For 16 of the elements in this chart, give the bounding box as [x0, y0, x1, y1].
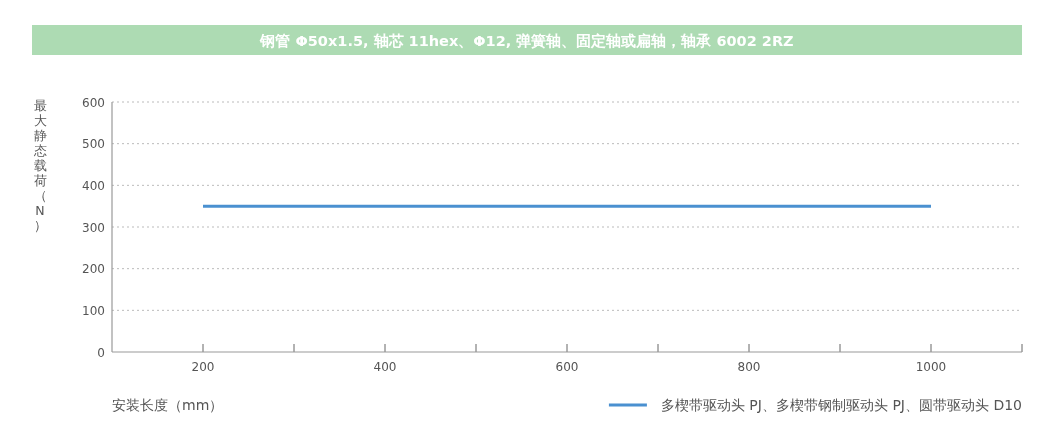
y-tick-label: 400	[82, 178, 105, 193]
x-tick-label: 200	[191, 360, 215, 374]
legend-label: 多楔带驱动头 PJ、多楔带钢制驱动头 PJ、圆带驱动头 D10	[660, 396, 1022, 413]
y-tick-label: 600	[82, 95, 105, 110]
x-tick-label: 1000	[915, 360, 947, 374]
chart-title: 钢管 Φ50x1.5, 轴芯 11hex、Φ12, 弹簧轴、固定轴或扁轴，轴承 6002 2RZ	[259, 32, 794, 49]
y-tick-label: 0	[97, 345, 105, 360]
text: 最大静态载荷（N）	[33, 98, 47, 233]
y-tick-label: 300	[82, 220, 105, 235]
x-axis-title: 安装长度（mm）	[112, 397, 224, 413]
y-tick-label: 500	[82, 137, 105, 152]
y-tick-label: 100	[82, 303, 105, 318]
x-tick-label: 800	[737, 360, 761, 374]
y-tick-label: 200	[82, 262, 105, 277]
x-tick-label: 600	[555, 360, 579, 374]
x-tick-label: 400	[373, 360, 397, 374]
